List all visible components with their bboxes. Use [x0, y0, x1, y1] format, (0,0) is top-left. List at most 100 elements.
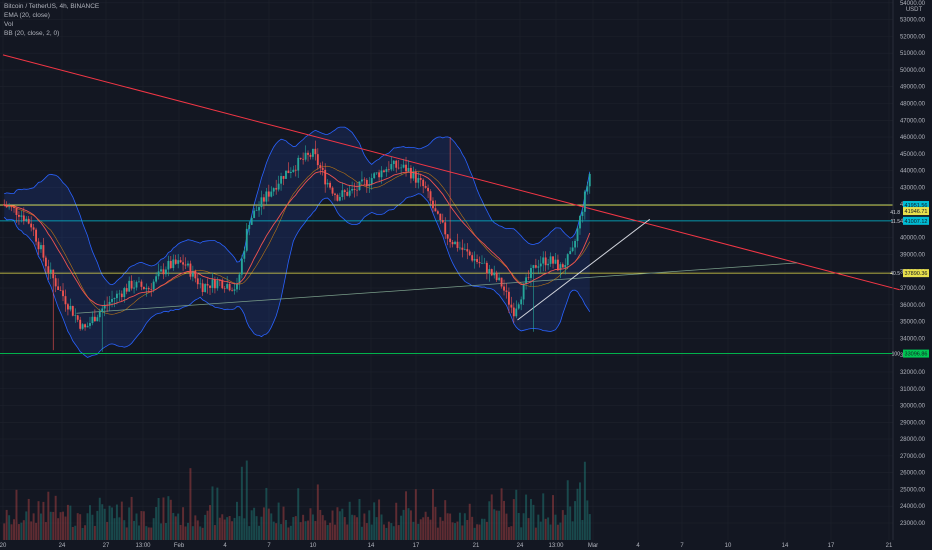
volume-bar [123, 520, 126, 540]
candle-body [133, 287, 136, 289]
candle-body [510, 304, 513, 308]
candle-body [81, 324, 84, 329]
ema-lines [4, 171, 591, 306]
time-axis[interactable]: 20 24 27 13:00 Feb 4 7 10 14 17 21 24 13:00 Mar 4 7 10 14… [0, 543, 893, 549]
time-tick-label: 13:00 [135, 543, 151, 549]
candle-body [353, 188, 356, 190]
volume-bar [226, 517, 229, 540]
price-tag-bg [903, 207, 929, 216]
volume-bar [270, 513, 273, 540]
volume-bar [106, 521, 109, 540]
price-tick-label: 44000.00 [900, 169, 926, 175]
price-tag-bg [903, 216, 929, 225]
price-tick-label: 29000.00 [900, 420, 926, 426]
candle-body [25, 218, 28, 221]
price-tag-bg [903, 200, 929, 209]
candle-body [446, 234, 449, 239]
volume-bar [54, 495, 57, 540]
price-tick-label: 30000.00 [900, 404, 926, 410]
volume-bar [559, 522, 562, 540]
volume-bar [182, 507, 185, 540]
bb-fill [4, 127, 590, 358]
fib-side-label: 100 [892, 352, 901, 358]
volume-bar [375, 517, 378, 540]
candle-body [62, 290, 64, 297]
volume-bar [307, 520, 310, 540]
candle-body [400, 167, 403, 169]
currency-label: USDT [906, 7, 923, 13]
candle-body [412, 171, 415, 179]
candle-body [319, 165, 322, 168]
candle-body [517, 304, 520, 309]
price-tick-label: 46000.00 [900, 135, 926, 141]
candle-body [160, 269, 162, 272]
time-tick-label: 24 [517, 543, 524, 549]
trendline[interactable] [517, 218, 651, 321]
volume-bar [81, 527, 84, 540]
volume-bar [466, 519, 469, 540]
volume-bar [574, 501, 577, 540]
volume-bar [162, 497, 165, 540]
volume-bar [20, 522, 23, 540]
candle-body [69, 305, 72, 310]
candle-body [89, 323, 91, 326]
candle-body [395, 160, 398, 168]
volume-bar [515, 489, 518, 540]
price-tick-label: 51000.00 [900, 51, 926, 57]
volume-bar [64, 516, 67, 540]
volume-bar [93, 525, 96, 540]
volume-bar [532, 504, 535, 540]
volume-bar [86, 513, 89, 540]
time-tick-label: 27 [103, 543, 110, 549]
trendline[interactable] [76, 262, 797, 314]
vol-legend[interactable]: Vol [4, 21, 14, 28]
candle-body [356, 189, 358, 191]
volume-bar [341, 508, 344, 540]
volume-bar [363, 513, 366, 540]
volume-bar [520, 527, 523, 540]
volume-bar [253, 507, 256, 540]
trendline[interactable] [2, 54, 900, 291]
candle-body [427, 187, 430, 192]
volume-bar [564, 514, 567, 540]
candle-body [444, 222, 447, 235]
candle-body [409, 167, 412, 179]
candle-body [454, 241, 456, 245]
volume-bar [571, 521, 574, 540]
candle-body [108, 301, 111, 305]
volume-bar [76, 513, 79, 540]
time-tick-label: 4 [223, 543, 227, 549]
time-tick-label: 21 [473, 543, 480, 549]
time-tick-label: 14 [368, 543, 375, 549]
volume-bar [235, 501, 238, 540]
candle-body [196, 278, 199, 285]
trendlines[interactable] [2, 54, 900, 321]
bb-legend[interactable]: BB (20, close, 2, 0) [4, 30, 60, 37]
volume-bar [309, 508, 312, 540]
volume-bar [280, 524, 283, 540]
volume-bar [510, 526, 513, 540]
volume-bar [561, 510, 564, 540]
candle-body [189, 263, 192, 277]
candle-body [547, 263, 550, 266]
symbol-title[interactable]: Bitcoin / TetherUS, 4h, BINANCE [4, 3, 100, 10]
candle-body [495, 272, 498, 281]
price-tick-label: 50000.00 [900, 68, 926, 74]
candle-body [142, 286, 145, 290]
volume-bar [30, 521, 33, 540]
volume-bar [128, 507, 131, 540]
time-tick-label: 7 [680, 543, 684, 549]
candle-body [341, 190, 344, 197]
candle-body [22, 215, 25, 221]
price-tick-label: 27000.00 [900, 454, 926, 460]
ema-legend[interactable]: EMA (20, close) [4, 12, 50, 19]
time-tick-label: 4 [636, 543, 640, 549]
horizontal-levels[interactable] [0, 204, 893, 354]
candle-body [314, 148, 317, 155]
volume-bar [66, 504, 69, 540]
volume-bar [336, 507, 339, 540]
candle-body [390, 164, 393, 170]
volume-bar [490, 494, 493, 540]
volume-bar [505, 513, 508, 540]
